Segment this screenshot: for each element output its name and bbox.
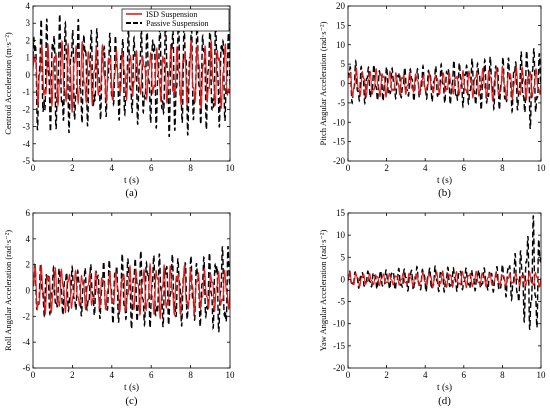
- panel-label: (d): [438, 395, 451, 407]
- passive-suspension-line: [348, 48, 541, 130]
- chart-panel-d: 0 2 4 6 8 10 -20 -15 -10 -5 0 5 10 15 t (s) Yaw Angular…: [318, 208, 546, 407]
- x-axis-label: t (s): [124, 382, 139, 393]
- y-tick-label: 0: [26, 286, 31, 296]
- y-axis-label: Pitch Angular Acceleration (rad·s⁻²): [318, 21, 328, 145]
- x-axis-label: t (s): [437, 382, 452, 393]
- x-tick-label: 10: [226, 370, 236, 380]
- y-tick-label: 20: [336, 1, 346, 11]
- x-tick-label: 4: [423, 163, 428, 173]
- x-axis-label: t (s): [124, 175, 139, 186]
- y-tick-label: -15: [333, 137, 345, 147]
- y-tick-label: -5: [23, 156, 31, 166]
- x-tick-label: 8: [500, 163, 505, 173]
- y-tick-label: -2: [23, 311, 31, 321]
- y-tick-label: 3: [26, 18, 31, 28]
- panel-label: (b): [438, 187, 451, 199]
- isd-suspension-line: [348, 65, 541, 102]
- passive-suspension-line: [33, 246, 230, 333]
- y-tick-label: 1: [26, 53, 31, 63]
- isd-suspension-line: [33, 39, 230, 113]
- y-tick-label: 4: [26, 1, 31, 11]
- y-tick-label: 15: [336, 208, 346, 218]
- legend-entry: Passive Suspension: [146, 19, 208, 28]
- plot-frame: [32, 5, 231, 162]
- legend-entry: ISD Suspension: [146, 10, 197, 19]
- x-tick-label: 0: [346, 163, 351, 173]
- y-tick-label: -4: [23, 337, 31, 347]
- y-tick-label: 15: [336, 20, 346, 30]
- x-tick-label: 6: [149, 163, 154, 173]
- x-tick-label: 2: [384, 370, 389, 380]
- y-tick-label: 10: [336, 230, 346, 240]
- y-tick-label: -4: [23, 139, 31, 149]
- chart-panel-b: 0 2 4 6 8 10 -20 -15 -10 -5 0 5 10 15 20 t (s) Pitch Ang…: [318, 1, 546, 199]
- x-tick-label: 6: [462, 370, 467, 380]
- y-tick-label: 0: [26, 70, 31, 80]
- y-tick-label: 5: [341, 59, 346, 69]
- y-tick-label: 4: [26, 234, 31, 244]
- x-tick-label: 2: [384, 163, 389, 173]
- x-tick-label: 10: [226, 163, 236, 173]
- legend-box: [121, 8, 230, 32]
- y-axis-label: Centroid Acceleration (m·s⁻²): [3, 32, 13, 135]
- x-tick-label: 10: [537, 163, 547, 173]
- x-tick-label: 0: [31, 370, 36, 380]
- panel-label: (c): [125, 395, 138, 407]
- passive-suspension-line: [348, 215, 541, 330]
- x-axis-label: t (s): [437, 175, 452, 186]
- y-axis-label: Yaw Angular Acceleration (rad·s⁻²): [318, 230, 328, 352]
- y-tick-label: 2: [26, 260, 31, 270]
- y-tick-label: -3: [23, 122, 31, 132]
- x-tick-label: 6: [149, 370, 154, 380]
- y-tick-label: -5: [338, 297, 346, 307]
- x-tick-label: 4: [423, 370, 428, 380]
- y-tick-label: 0: [341, 274, 346, 284]
- y-tick-label: -1: [23, 87, 31, 97]
- y-tick-label: -5: [338, 98, 346, 108]
- y-tick-label: -10: [333, 117, 345, 127]
- isd-suspension-line: [33, 262, 230, 320]
- x-tick-label: 8: [188, 163, 193, 173]
- x-tick-label: 6: [462, 163, 467, 173]
- y-tick-label: 2: [26, 35, 31, 45]
- y-axis-label: Roll Angular Acceleration (rad·s⁻²): [3, 230, 13, 351]
- plot-frame: [347, 212, 542, 369]
- x-tick-label: 0: [346, 370, 351, 380]
- y-tick-label: -20: [333, 363, 345, 373]
- y-tick-label: -20: [333, 156, 345, 166]
- x-tick-label: 0: [31, 163, 36, 173]
- y-tick-label: 0: [341, 79, 346, 89]
- x-tick-label: 8: [188, 370, 193, 380]
- isd-suspension-line: [348, 270, 541, 289]
- y-tick-label: -15: [333, 341, 345, 351]
- y-tick-label: -2: [23, 104, 31, 114]
- panel-label: (a): [125, 187, 138, 199]
- x-tick-label: 2: [70, 370, 75, 380]
- chart-panel-a: 0 2 4 6 8 10 -5 -4 -3 -2 -1 0 1 2 3 4 t (s) Centroid Acce…: [3, 1, 235, 199]
- y-tick-label: 10: [336, 40, 346, 50]
- chart-panel-c: 0 2 4 6 8 10 -6 -4 -2 0 2 4 6 t (s) Roll Angular Accel…: [3, 208, 235, 407]
- x-tick-label: 4: [110, 370, 115, 380]
- y-tick-label: -10: [333, 319, 345, 329]
- x-tick-label: 2: [70, 163, 75, 173]
- x-tick-label: 8: [500, 370, 505, 380]
- y-tick-label: -6: [23, 363, 31, 373]
- y-tick-label: 5: [341, 252, 346, 262]
- x-tick-label: 4: [110, 163, 115, 173]
- x-tick-label: 10: [537, 370, 547, 380]
- y-tick-label: 6: [26, 208, 31, 218]
